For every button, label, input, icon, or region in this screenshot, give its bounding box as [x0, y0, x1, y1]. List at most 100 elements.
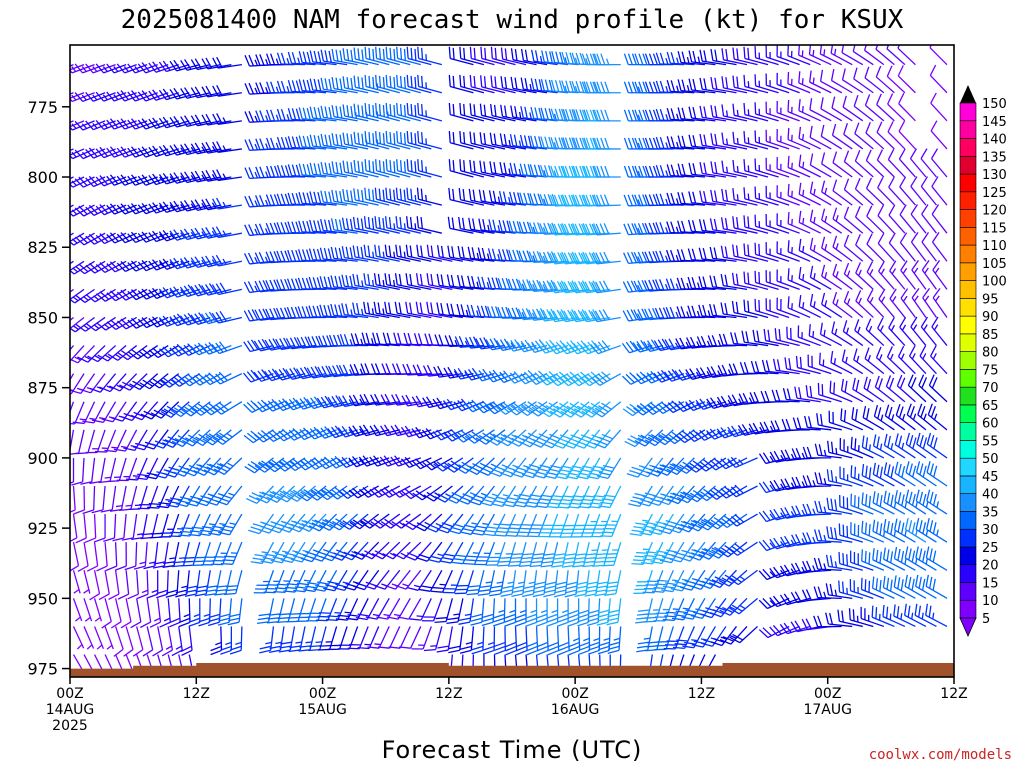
- wind-barb: [588, 626, 601, 655]
- wind-barb: [409, 598, 432, 621]
- wind-barb: [158, 116, 190, 129]
- wind-barb: [335, 598, 359, 621]
- wind-barb: [592, 53, 621, 66]
- wind-barb: [276, 108, 306, 122]
- wind-barb: [250, 541, 275, 565]
- wind-barb: [511, 570, 527, 598]
- wind-barb: [149, 373, 180, 389]
- wind-barb: [104, 429, 127, 453]
- wind-barb: [298, 79, 327, 94]
- wind-barb: [468, 485, 495, 506]
- wind-barb: [342, 189, 369, 206]
- wind-barb: [85, 316, 116, 332]
- wind-barb: [365, 598, 390, 620]
- wind-barb: [275, 457, 306, 472]
- colorbar-swatch: [959, 333, 977, 352]
- wind-barb: [136, 570, 149, 600]
- wind-barb: [621, 340, 653, 354]
- wind-barb: [454, 570, 475, 595]
- wind-barb: [417, 131, 443, 150]
- wind-barb: [418, 569, 443, 592]
- wind-barb: [156, 570, 169, 599]
- wind-barb: [394, 569, 422, 590]
- wind-barb: [606, 598, 622, 626]
- wind-barb: [385, 74, 411, 94]
- wind-barb: [384, 244, 411, 262]
- wind-barb: [481, 598, 496, 627]
- wind-barb: [375, 131, 400, 150]
- wind-barb: [878, 260, 895, 290]
- wind-barb: [547, 626, 560, 656]
- wind-barb: [171, 626, 183, 657]
- wind-barb: [148, 202, 179, 214]
- wind-barb: [351, 541, 380, 560]
- wind-barb: [342, 48, 369, 66]
- wind-barb: [180, 228, 211, 241]
- wind-barb: [415, 301, 442, 319]
- wind-barb: [377, 626, 401, 649]
- wind-barb: [596, 598, 611, 626]
- wind-barb: [166, 485, 190, 508]
- wind-barb: [253, 570, 275, 594]
- wind-barb: [406, 46, 432, 66]
- x-tick-label: 12Z: [688, 686, 715, 702]
- wind-barb: [390, 424, 421, 437]
- wind-barb: [426, 301, 453, 319]
- wind-barb: [396, 74, 421, 94]
- wind-barb: [131, 513, 148, 541]
- wind-barb: [490, 75, 516, 94]
- wind-barb: [633, 401, 664, 416]
- colorbar-swatch: [959, 351, 977, 370]
- wind-barb: [417, 46, 443, 66]
- wind-barb: [448, 46, 474, 66]
- wind-barb: [520, 77, 548, 94]
- wind-barb: [412, 485, 443, 501]
- wind-barb: [899, 204, 916, 234]
- wind-barb: [339, 513, 369, 530]
- wind-barb: [298, 135, 327, 150]
- wind-barb: [158, 287, 190, 299]
- wind-barb: [256, 598, 275, 625]
- wind-barb: [553, 570, 569, 598]
- wind-barb: [137, 231, 169, 243]
- wind-barb: [375, 74, 400, 94]
- wind-barb: [600, 513, 622, 538]
- wind-barb: [287, 136, 316, 150]
- wind-barb: [471, 626, 485, 655]
- wind-barb: [593, 429, 622, 449]
- wind-barb: [537, 371, 569, 386]
- wind-barb: [323, 569, 348, 592]
- wind-barb: [467, 246, 495, 262]
- wind-barb: [567, 485, 590, 509]
- credit-text: coolwx.com/models: [869, 747, 1012, 763]
- wind-barb: [84, 514, 97, 544]
- wind-barb: [212, 56, 242, 69]
- wind-barb: [394, 273, 421, 291]
- wind-barb: [253, 369, 285, 382]
- wind-barb: [296, 336, 327, 349]
- wind-barb: [506, 339, 537, 352]
- wind-barb: [469, 159, 495, 178]
- wind-barb: [91, 485, 106, 514]
- wind-barb: [591, 194, 621, 207]
- wind-barb: [73, 485, 86, 515]
- wind-barb: [169, 229, 200, 241]
- x-tick-label: 16AUG: [551, 702, 600, 718]
- colorbar-swatch: [959, 315, 977, 335]
- wind-barb: [243, 369, 274, 383]
- wind-barb: [162, 542, 180, 568]
- wind-barb: [72, 570, 81, 594]
- wind-barb: [577, 598, 590, 627]
- wind-barb: [423, 626, 443, 652]
- wind-barb: [363, 301, 390, 319]
- wind-barb: [406, 159, 432, 178]
- wind-barb: [538, 279, 569, 293]
- wind-barb: [543, 570, 559, 598]
- wind-barb: [70, 260, 85, 272]
- wind-barb: [469, 103, 495, 122]
- wind-barb: [536, 626, 549, 656]
- wind-barb: [371, 541, 401, 560]
- wind-barb: [417, 74, 443, 94]
